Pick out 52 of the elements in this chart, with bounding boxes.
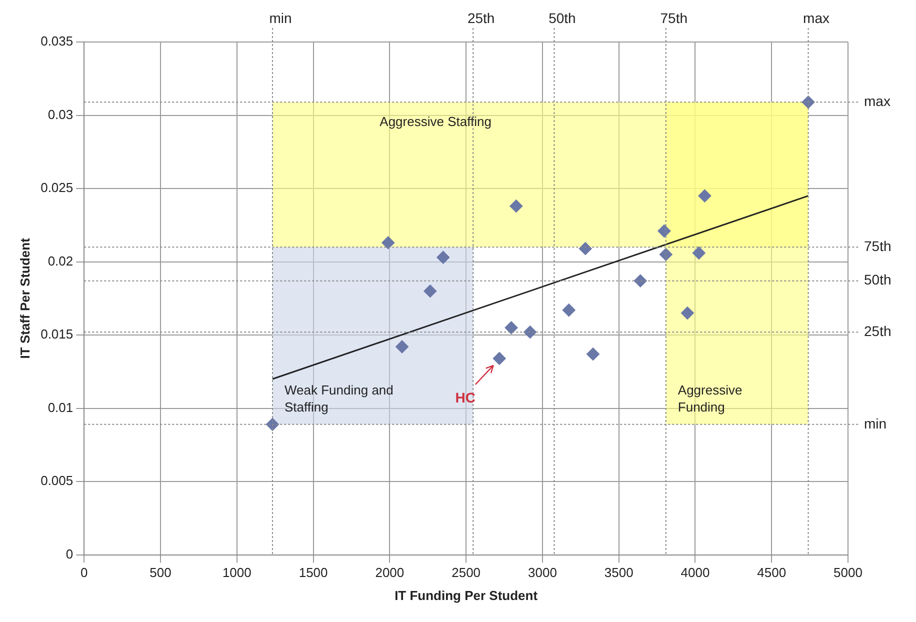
x-tick-label: 1000 [222, 565, 252, 580]
y-tick-label: 0.015 [40, 326, 74, 342]
point [659, 248, 672, 261]
x-tick-label: 4500 [757, 565, 786, 580]
ref-line-label: max [803, 10, 830, 26]
point [510, 200, 523, 213]
ref-line-label: max [864, 92, 890, 109]
point [524, 326, 537, 339]
point [492, 352, 506, 365]
ref-line-label: 25th [864, 322, 892, 339]
y-tick-label: 0.005 [40, 473, 74, 488]
band-label: Aggressive Staffing [380, 114, 492, 130]
y-tick-label: 0.02 [48, 253, 74, 268]
ref-line-label: 25th [467, 10, 495, 26]
annotation: HC [455, 389, 476, 406]
y-tick-label: 0.01 [48, 400, 74, 415]
point [424, 284, 437, 298]
point [578, 242, 592, 256]
y-tick-label: 0.03 [48, 106, 74, 122]
point [382, 236, 395, 250]
ref-line-label: 75th [660, 10, 688, 26]
x-tick-label: 500 [150, 565, 172, 580]
point [586, 348, 600, 361]
x-tick-label: 3500 [604, 565, 634, 580]
x-tick-label: 4000 [680, 565, 710, 580]
point [436, 250, 450, 264]
ref-line-label: 50th [548, 10, 576, 26]
y-axis-title: IT Staff Per Student [17, 237, 32, 359]
x-tick-label: 5000 [834, 565, 862, 580]
x-tick-label: 3000 [528, 565, 557, 580]
point [396, 340, 409, 354]
ref-line-label: 50th [864, 272, 892, 288]
x-tick-label: 2000 [375, 565, 404, 580]
band-label: Weak Funding and Staffing [284, 382, 394, 414]
point [562, 304, 576, 317]
x-tick-label: 0 [80, 565, 88, 580]
point [634, 274, 647, 288]
ref-line-label: min [864, 415, 887, 432]
point [680, 306, 694, 320]
ref-line-label: 75th [864, 238, 892, 254]
y-tick-label: 0.035 [40, 34, 74, 49]
x-axis-title: IT Funding Per Student [394, 588, 538, 603]
band-label: Aggressive Funding [678, 382, 742, 414]
point [698, 189, 712, 202]
point [504, 321, 518, 334]
point [692, 246, 706, 260]
y-tick-label: 0 [66, 546, 74, 562]
x-tick-label: 1500 [298, 565, 328, 580]
point [658, 224, 671, 238]
x-tick-label: 2500 [452, 565, 481, 580]
ref-line-label: min [269, 10, 292, 26]
y-tick-label: 0.025 [40, 180, 74, 196]
